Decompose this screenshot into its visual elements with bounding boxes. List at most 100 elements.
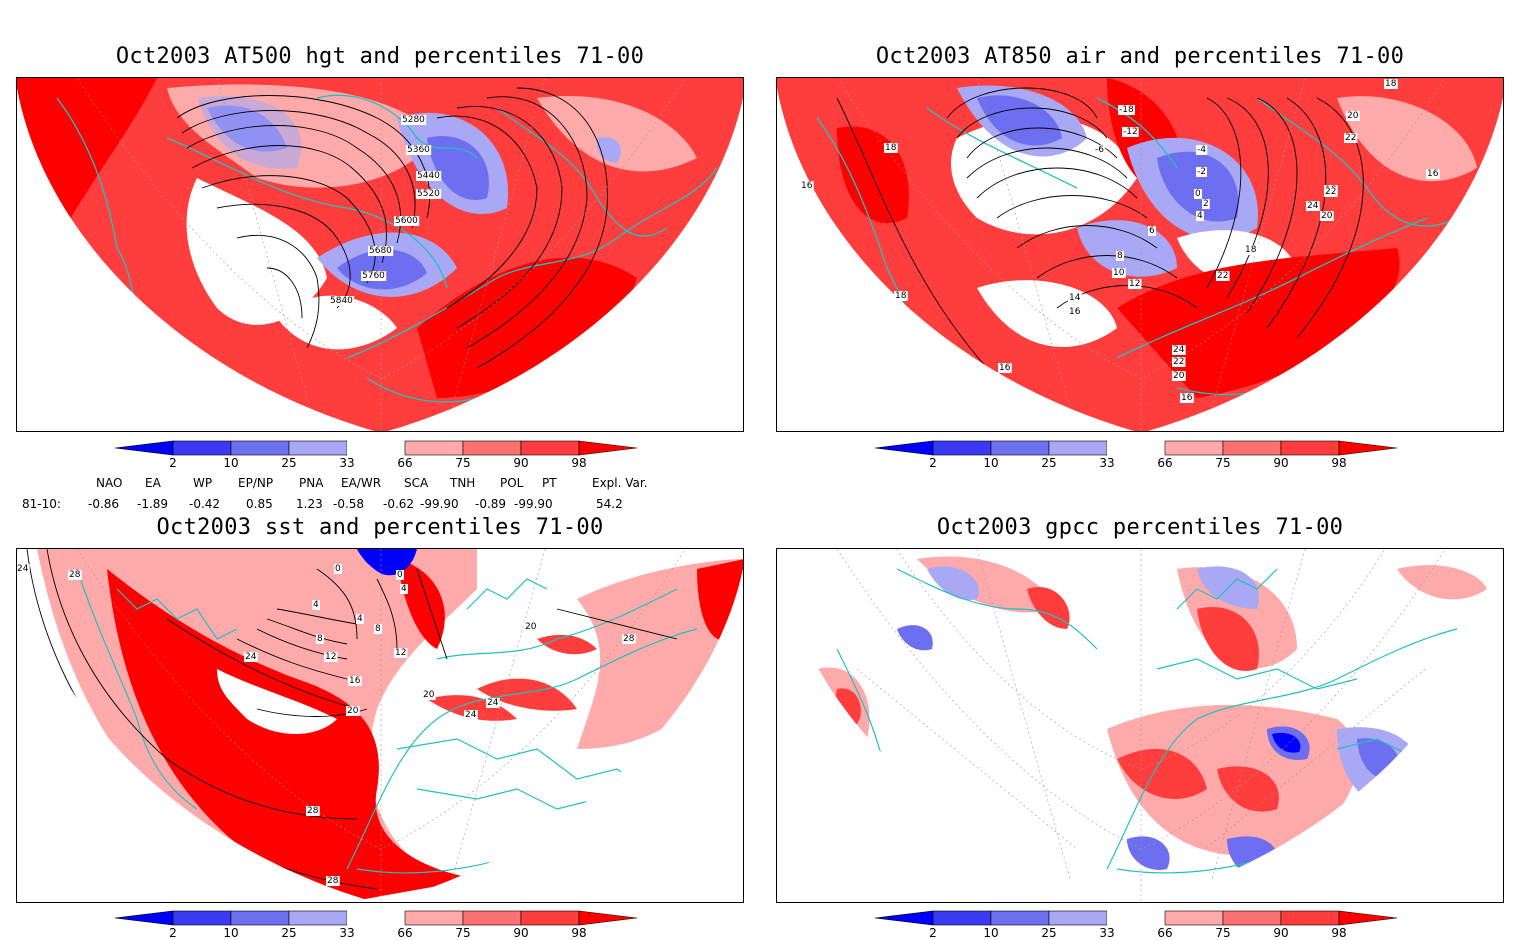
contour-label-box [486,698,500,708]
colorbar-segment [288,440,348,456]
contour-labels: 24 28 0 0 4 4 4 8 8 12 12 16 20 20 24 24… [17,564,636,886]
colorbar-segment [1048,910,1108,926]
colorbar-segment [1280,440,1340,456]
field-patch [1272,732,1301,753]
field-patch [1217,766,1279,812]
map-500hgt: 5280 5360 5440 5520 5600 5680 5760 5840 [17,78,743,431]
colorbar-segment [990,440,1050,456]
contour-label: 22 [1345,133,1356,143]
contour-label: 16 [1427,169,1439,179]
contour-label: 6 [1149,226,1155,236]
contour-label-box [800,181,814,191]
colorbar-tick-label: 33 [1099,926,1114,940]
contour-label: 18 [895,291,907,301]
contour-label: 16 [999,363,1011,373]
colorbar-tick-label: 10 [223,456,238,470]
panel-title-4: Oct2003 gpcc percentiles 71-00 [936,515,1344,540]
contour-label: 10 [1113,268,1125,278]
contour-label: 28 [307,806,319,816]
contour-label: 12 [1129,279,1140,289]
contour-label-box [524,622,538,632]
contour-label: 4 [313,600,319,610]
contour-label-box [1196,211,1204,221]
colorbar-svg: 2 10 25 33 66 75 90 98 [114,910,638,940]
contour-label-box [324,652,338,662]
colorbar-segment [172,440,232,456]
colorbar-3: 2 10 25 33 66 75 90 98 [114,908,645,940]
graticule [836,78,1446,431]
contour-label: 12 [325,652,336,662]
index-value: -0.86 [88,497,120,511]
contour-label-box [334,564,342,574]
index-header: POL [500,476,524,490]
index-value: -0.89 [475,497,507,511]
panel-title-1: Oct2003 AT500 hgt and percentiles 71-00 [115,44,645,69]
colorbar-svg: 2 10 25 33 66 75 90 98 [114,440,638,470]
colorbar-tick-label: 25 [281,926,296,940]
colorbar-tick-label: 98 [1331,456,1346,470]
colorbar-tick-label: 33 [1099,456,1114,470]
field-patch [927,566,979,600]
colorbar-segment [578,910,638,926]
colorbar-segment [462,910,522,926]
field-patch [837,739,880,789]
field-patch [277,295,397,350]
colorbar-tick-label: 10 [983,926,998,940]
index-value: 1.23 [296,497,323,511]
map-gpcc [777,549,1503,902]
contour-label: 20 [525,622,537,632]
contour-label: -18 [1119,105,1134,115]
coastlines [76,568,698,874]
index-value: 0.85 [246,497,273,511]
contour-label: 24 [465,710,477,720]
index-value: -99.90 [420,497,459,511]
colorbar-segment [520,910,580,926]
colorbar-tick-label: 90 [513,456,528,470]
contour-label: 5600 [395,216,418,226]
contour-label: 4 [1197,211,1203,221]
colorbar-tick-label: 2 [169,456,177,470]
graticule [836,549,1446,902]
contour-label: 20 [423,690,435,700]
contour-label-box [68,570,82,580]
contour-label-box [374,624,382,634]
colorbar-tick-label: 25 [1041,456,1056,470]
contour-label: 8 [317,634,323,644]
contour-label-box [394,648,408,658]
contour-label-box [422,690,436,700]
contour-label-box [1122,127,1139,137]
contour-label: 0 [335,564,341,574]
index-headers: NAO EA WP EP/NP PNA EA/WR SCA TNH POL PT… [0,476,760,492]
colorbar-segment [1222,440,1282,456]
contour-label: 24 [17,564,29,574]
contour-label-box [17,564,30,574]
colorbar-tick-label: 25 [281,456,296,470]
contour-label: 24 [245,652,257,662]
contour-label: 24 [487,698,499,708]
colorbar-svg: 2 10 25 33 66 75 90 98 [874,440,1398,470]
contour-label: 2 [1203,199,1209,209]
contours [806,87,1364,399]
field-patch [537,634,597,655]
contour-label-box [1244,245,1258,255]
field-patch [1197,607,1259,671]
contour-label-box [346,706,360,716]
contour-label-box [1196,145,1208,155]
colorbar-segment [874,910,934,926]
contour-label-box [306,806,320,816]
contour-label: 8 [375,624,381,634]
contour-label-box [400,584,408,594]
colorbar-tick-label: 10 [983,456,998,470]
colorbar-segment [1107,911,1165,925]
contour-label: 16 [349,676,361,686]
contour-label-box [1344,133,1358,143]
colorbar-segment [1164,440,1224,456]
field-patch [186,178,327,325]
field-patch [1127,836,1170,870]
colorbar-4: 2 10 25 33 66 75 90 98 [874,908,1405,940]
index-row-label: 81-10: [22,497,61,511]
contour-label: 24 [1307,201,1319,211]
contour-label: 28 [623,634,635,644]
contour-label: 16 [1069,307,1081,317]
contour-label: -4 [1197,145,1206,155]
